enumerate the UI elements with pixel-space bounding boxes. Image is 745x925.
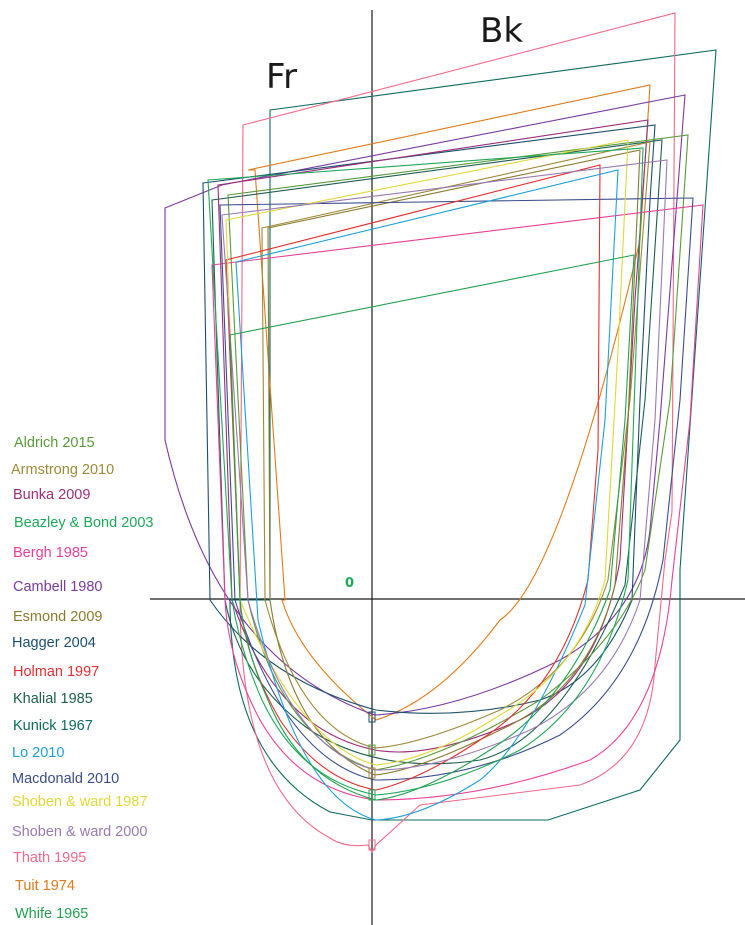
pattern-outline-cambell-1980 xyxy=(164,94,686,716)
pattern-outline-hagger-2004 xyxy=(202,124,656,714)
legend-entry: Macdonald 2010 xyxy=(12,771,119,787)
notch-marker xyxy=(368,744,376,756)
pattern-outline-shoben-ward-1987 xyxy=(225,139,629,766)
legend-entry: Esmond 2009 xyxy=(13,609,102,625)
legend: Aldrich 2015 Armstrong 2010 Bunka 2009 Beaz… xyxy=(11,435,153,922)
legend-entry: Holman 1997 xyxy=(13,664,99,680)
legend-entry: Kunick 1967 xyxy=(13,718,93,734)
pattern-outline-esmond-2009 xyxy=(267,149,641,776)
pattern-outline-macdonald-2010 xyxy=(219,197,694,781)
origin-label: 0 xyxy=(345,576,354,591)
legend-entry: Bergh 1985 xyxy=(13,545,88,561)
pattern-outline-thath-1995 xyxy=(239,12,676,854)
legend-entry: Shoben & ward 1987 xyxy=(12,794,147,810)
centre-back-notches xyxy=(368,711,376,851)
pattern-outlines xyxy=(164,12,717,854)
pattern-outline-beazley-bond-2003 xyxy=(207,147,644,796)
legend-entry: Bunka 2009 xyxy=(13,487,90,503)
pattern-outline-bergh-1985 xyxy=(211,204,704,801)
pattern-outline-armstrong-2010 xyxy=(261,141,651,749)
notch-marker xyxy=(368,789,376,801)
pattern-outline-khalial-1985 xyxy=(211,139,663,765)
notch-marker xyxy=(368,839,376,851)
legend-entry: Cambell 1980 xyxy=(13,579,102,595)
pattern-outline-kunick-1967 xyxy=(229,49,717,821)
legend-entry: Armstrong 2010 xyxy=(11,462,114,478)
pattern-outline-shoben-ward-2000 xyxy=(221,159,668,771)
pattern-outline-whife-1965 xyxy=(229,254,635,801)
pattern-outline-tuit-1974 xyxy=(247,84,651,721)
legend-entry: Hagger 2004 xyxy=(12,635,96,651)
front-axis-label: Fr xyxy=(266,57,297,97)
pattern-outline-holman-1997 xyxy=(225,164,601,791)
legend-entry: Thath 1995 xyxy=(13,850,86,866)
legend-entry: Aldrich 2015 xyxy=(14,435,95,451)
pattern-outline-aldrich-2015 xyxy=(227,134,689,771)
legend-entry: Khalial 1985 xyxy=(13,691,93,707)
notch-marker xyxy=(368,711,376,723)
legend-entry: Beazley & Bond 2003 xyxy=(14,515,153,531)
legend-entry: Tuit 1974 xyxy=(15,878,75,894)
notch-marker xyxy=(368,767,376,779)
legend-entry: Shoben & ward 2000 xyxy=(12,824,147,840)
pattern-outline-lo-2010 xyxy=(235,169,619,821)
legend-entry: Whife 1965 xyxy=(15,906,88,922)
back-axis-label: Bk xyxy=(480,11,523,51)
legend-entry: Lo 2010 xyxy=(12,745,64,761)
